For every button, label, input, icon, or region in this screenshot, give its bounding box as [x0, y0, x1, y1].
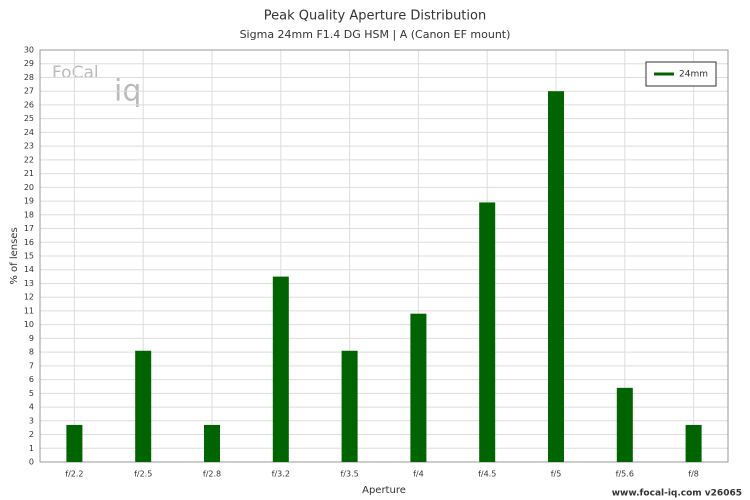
x-tick-label: f/4 — [413, 470, 424, 479]
x-tick-label: f/2.2 — [65, 470, 83, 479]
y-tick-label: 8 — [29, 348, 34, 357]
x-tick-label: f/3.5 — [340, 470, 358, 479]
y-tick-label: 17 — [24, 224, 34, 233]
y-tick-label: 18 — [24, 210, 34, 219]
bar — [135, 350, 152, 462]
y-tick-label: 30 — [24, 46, 34, 55]
y-tick-label: 3 — [29, 416, 34, 425]
y-axis-label: % of lenses — [9, 227, 20, 284]
x-tick-label: f/4.5 — [478, 470, 496, 479]
y-tick-label: 11 — [24, 306, 34, 315]
chart-subtitle: Sigma 24mm F1.4 DG HSM | A (Canon EF mou… — [240, 28, 511, 41]
x-tick-label: f/5 — [551, 470, 562, 479]
y-tick-label: 4 — [29, 403, 34, 412]
y-tick-label: 5 — [29, 389, 34, 398]
y-tick-label: 29 — [24, 59, 34, 68]
x-tick-label: f/8 — [688, 470, 699, 479]
x-tick-label: f/2.5 — [134, 470, 152, 479]
y-tick-label: 13 — [24, 279, 34, 288]
y-tick-label: 16 — [24, 238, 34, 247]
y-tick-label: 15 — [24, 252, 34, 261]
logo-text: FoCal — [52, 63, 99, 83]
bar — [616, 387, 633, 462]
y-tick-label: 21 — [24, 169, 34, 178]
bar — [66, 424, 83, 462]
bar — [204, 424, 220, 462]
bar — [685, 424, 702, 462]
bar — [479, 202, 496, 462]
y-tick-label: 27 — [24, 87, 34, 96]
y-tick-label: 9 — [29, 334, 34, 343]
bar — [410, 313, 427, 462]
x-tick-label: f/5.6 — [616, 470, 634, 479]
y-tick-label: 14 — [24, 265, 34, 274]
y-tick-label: 25 — [24, 114, 34, 123]
footer: www.focal-iq.com v26065 — [612, 489, 742, 499]
y-tick-label: 26 — [24, 100, 34, 109]
bar — [272, 276, 289, 462]
bar — [341, 350, 358, 462]
y-tick-label: 22 — [24, 155, 34, 164]
y-tick-label: 20 — [24, 183, 34, 192]
y-tick-label: 0 — [29, 458, 34, 467]
y-tick-label: 6 — [29, 375, 34, 384]
y-tick-label: 10 — [24, 320, 34, 329]
x-axis-label: Aperture — [362, 485, 406, 496]
y-tick-label: 19 — [24, 197, 34, 206]
chart-title: Peak Quality Aperture Distribution — [264, 9, 486, 24]
y-tick-label: 12 — [24, 293, 34, 302]
y-tick-label: 7 — [29, 361, 34, 370]
x-tick-label: f/2.8 — [203, 470, 221, 479]
y-tick-label: 1 — [29, 444, 34, 453]
plot-frame — [39, 49, 729, 463]
y-tick-label: 28 — [24, 73, 34, 82]
legend-label: 24mm — [679, 70, 708, 80]
bar — [548, 91, 564, 462]
x-tick-label: f/3.2 — [272, 470, 290, 479]
y-tick-label: 23 — [24, 142, 34, 151]
y-tick-label: 24 — [24, 128, 34, 137]
y-tick-label: 2 — [29, 430, 34, 439]
